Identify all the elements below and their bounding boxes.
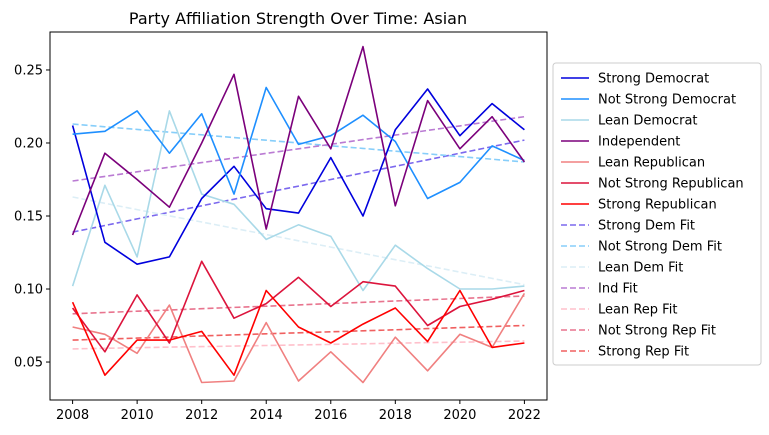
series-line-not-strong-democrat (72, 86, 525, 200)
y-tick-label: 0.25 (14, 63, 43, 78)
legend-label: Strong Dem Fit (598, 219, 695, 234)
legend-label: Strong Rep Fit (598, 345, 689, 360)
x-axis: 2008 2010 2012 2014 2016 2018 2020 2022 (56, 400, 541, 423)
series-line-strong-republican (71, 289, 525, 377)
legend-label: Lean Republican (598, 156, 705, 171)
series-line-lean-democrat (71, 110, 525, 292)
legend: Strong Democrat Not Strong Democrat Lean D… (552, 62, 762, 366)
legend-label: Ind Fit (598, 282, 638, 297)
x-tick-label: 2014 (250, 408, 283, 423)
series-line-not-strong-republican (71, 260, 525, 353)
x-tick-label: 2010 (121, 408, 154, 423)
legend-label: Lean Dem Fit (598, 261, 683, 276)
legend-label: Not Strong Republican (598, 177, 744, 192)
series-line-independent (71, 45, 526, 236)
y-tick-label: 0.10 (14, 283, 43, 298)
legend-label: Strong Republican (598, 198, 717, 213)
legend-label: Lean Rep Fit (598, 303, 677, 318)
y-axis: 0.05 0.10 0.15 0.20 0.25 (14, 63, 50, 371)
series-line-lean-republican (72, 292, 526, 384)
y-tick-label: 0.15 (14, 210, 43, 225)
series-line-lean-rep-fit (72, 340, 525, 350)
x-tick-label: 2012 (185, 408, 218, 423)
y-tick-label: 0.20 (14, 136, 43, 151)
x-tick-label: 2008 (56, 408, 89, 423)
x-tick-label: 2016 (314, 408, 347, 423)
series-line-strong-dem-fit (72, 139, 525, 233)
series-line-ind-fit (72, 115, 525, 182)
plot-lines (71, 45, 526, 384)
legend-box (552, 62, 762, 366)
y-tick-label: 0.05 (14, 356, 43, 371)
series-line-strong-democrat (71, 88, 525, 266)
x-tick-label: 2022 (508, 408, 541, 423)
legend-label: Not Strong Rep Fit (598, 324, 716, 339)
chart-title: Party Affiliation Strength Over Time: As… (129, 9, 467, 28)
legend-label: Not Strong Democrat (598, 93, 736, 108)
legend-label: Not Strong Dem Fit (598, 240, 722, 255)
legend-label: Lean Democrat (598, 114, 698, 129)
legend-label: Independent (598, 135, 680, 150)
x-tick-label: 2018 (379, 408, 412, 423)
legend-label: Strong Democrat (598, 72, 709, 87)
x-tick-label: 2020 (443, 408, 476, 423)
